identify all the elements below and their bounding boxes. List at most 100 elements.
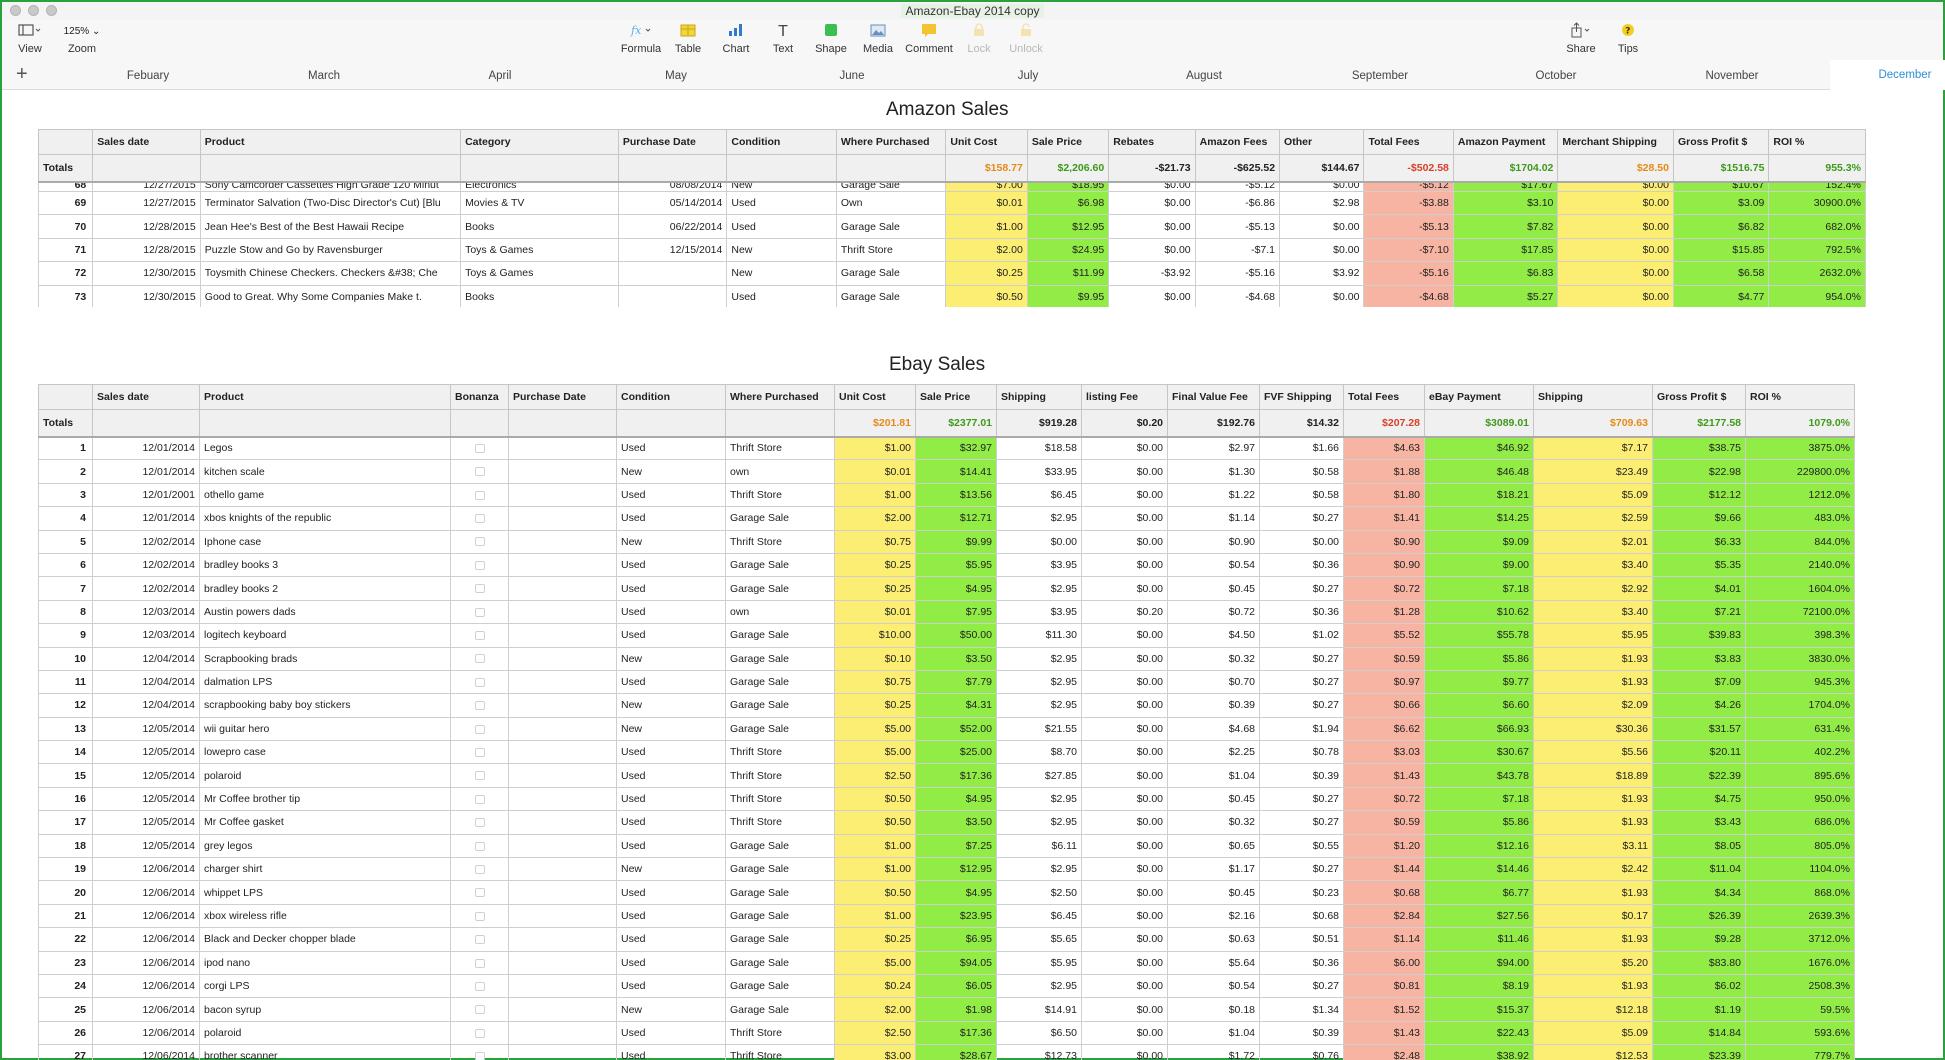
cell-shipping[interactable]: $5.95 <box>996 950 1082 975</box>
table-row[interactable]: 15 12/05/2014 polaroid Used Thrift Store $2.5… <box>38 763 1855 788</box>
cell-gross-profit[interactable]: $3.43 <box>1652 810 1746 835</box>
cell-shipping[interactable]: $5.09 <box>1533 1020 1653 1046</box>
cell-condition[interactable]: Used <box>726 190 837 216</box>
cell-shipping[interactable]: $18.58 <box>996 435 1082 461</box>
cell-purchase-date[interactable]: 05/14/2014 <box>617 190 728 216</box>
cell-ebay-payment[interactable]: $22.43 <box>1424 1020 1534 1046</box>
cell-listing-fee[interactable]: $0.00 <box>1081 880 1168 905</box>
totals-cell[interactable] <box>199 409 451 438</box>
cell-total-fees[interactable]: $5.52 <box>1343 623 1425 648</box>
cell-gross-profit[interactable]: $10.67 <box>1672 181 1770 192</box>
bonanza-checkbox[interactable] <box>474 701 485 711</box>
cell-fvf-shipping[interactable]: $0.51 <box>1259 927 1344 952</box>
cell-merchant-shipping[interactable]: $0.00 <box>1557 181 1674 192</box>
cell-shipping[interactable]: $12.18 <box>1533 997 1653 1022</box>
cell-sales-date[interactable]: 12/27/2015 <box>92 190 201 216</box>
cell-condition[interactable]: Used <box>616 927 726 952</box>
cell-shipping[interactable]: $8.70 <box>996 740 1082 765</box>
cell-shipping[interactable]: $2.42 <box>1533 857 1653 882</box>
column-header-total-fees[interactable]: Total Fees <box>1343 384 1425 410</box>
cell-sale-price[interactable]: $32.97 <box>915 435 997 461</box>
cell-listing-fee[interactable]: $0.00 <box>1081 435 1168 461</box>
cell-purchase-date[interactable] <box>508 833 617 859</box>
table-row[interactable]: 4 12/01/2014 xbos knights of the republic U… <box>38 506 1855 531</box>
table-row[interactable]: 5 12/02/2014 Iphone case New Thrift Store $0.… <box>38 529 1855 554</box>
cell-fvf-shipping[interactable]: $0.76 <box>1259 1044 1344 1060</box>
cell-final-value-fee[interactable]: $0.54 <box>1167 552 1260 578</box>
cell-listing-fee[interactable]: $0.00 <box>1081 529 1168 554</box>
column-header-total-fees[interactable]: Total Fees <box>1363 129 1454 155</box>
cell-roi[interactable]: 2140.0% <box>1745 552 1855 578</box>
cell-ebay-payment[interactable]: $10.62 <box>1424 599 1534 625</box>
cell-sales-date[interactable]: 12/06/2014 <box>92 927 200 952</box>
cell-final-value-fee[interactable]: $0.72 <box>1167 599 1260 625</box>
cell-total-fees[interactable]: $3.03 <box>1343 740 1425 765</box>
cell-sale-price[interactable]: $94.05 <box>915 950 997 975</box>
cell-final-value-fee[interactable]: $1.22 <box>1167 482 1260 508</box>
cell-gross-profit[interactable]: $6.02 <box>1652 973 1746 999</box>
column-header-row-number[interactable] <box>38 129 94 155</box>
cell-row-number[interactable]: 9 <box>38 623 93 648</box>
bonanza-checkbox[interactable] <box>474 1005 485 1015</box>
cell-unit-cost[interactable]: $0.10 <box>834 646 916 671</box>
cell-shipping[interactable]: $2.95 <box>996 857 1082 882</box>
cell-final-value-fee[interactable]: $0.45 <box>1167 880 1260 905</box>
cell-roi[interactable]: 686.0% <box>1745 810 1855 835</box>
tips-button[interactable]: ? Tips <box>1600 22 1656 55</box>
cell-row-number[interactable]: 71 <box>38 237 94 263</box>
cell-condition[interactable]: Used <box>616 552 726 578</box>
cell-shipping[interactable]: $2.95 <box>996 669 1082 695</box>
cell-sale-price[interactable]: $9.95 <box>1026 284 1110 307</box>
cell-row-number[interactable]: 5 <box>38 529 93 554</box>
cell-roi[interactable]: 2508.3% <box>1745 973 1855 999</box>
cell-roi[interactable]: 3875.0% <box>1745 435 1855 461</box>
cell-roi[interactable]: 3830.0% <box>1745 646 1855 671</box>
zoom-window-button[interactable] <box>46 5 57 16</box>
cell-product[interactable]: logitech keyboard <box>199 623 451 648</box>
cell-category[interactable]: Movies & TV <box>460 190 619 216</box>
column-header-where-purchased[interactable]: Where Purchased <box>835 129 947 155</box>
cell-sales-date[interactable]: 12/03/2014 <box>92 623 200 648</box>
cell-purchase-date[interactable] <box>617 261 728 286</box>
table-row[interactable]: 19 12/06/2014 charger shirt New Garage Sale $… <box>38 857 1855 882</box>
cell-shipping[interactable]: $2.95 <box>996 693 1082 718</box>
cell-purchase-date[interactable] <box>508 599 617 625</box>
table-row[interactable]: 25 12/06/2014 bacon syrup New Garage Sale $2.… <box>38 997 1855 1022</box>
column-header-bonanza[interactable]: Bonanza <box>450 384 509 410</box>
bonanza-checkbox[interactable] <box>474 841 485 851</box>
totals-cell[interactable]: $2,206.60 <box>1026 154 1110 183</box>
cell-purchase-date[interactable] <box>508 973 617 999</box>
cell-where-purchased[interactable]: Thrift Store <box>725 740 835 765</box>
cell-shipping[interactable]: $18.89 <box>1533 763 1653 788</box>
cell-sales-date[interactable]: 12/06/2014 <box>92 973 200 999</box>
cell-ebay-payment[interactable]: $27.56 <box>1424 903 1534 929</box>
cell-amazon-fees[interactable]: -$7.1 <box>1194 237 1281 263</box>
cell-sale-price[interactable]: $6.98 <box>1026 190 1110 216</box>
lock-button[interactable]: Lock <box>951 22 1007 55</box>
cell-purchase-date[interactable] <box>508 482 617 508</box>
cell-bonanza[interactable] <box>450 857 509 882</box>
cell-unit-cost[interactable]: $7.00 <box>945 181 1028 192</box>
cell-ebay-payment[interactable]: $6.60 <box>1424 693 1534 718</box>
cell-final-value-fee[interactable]: $2.97 <box>1167 435 1260 461</box>
cell-row-number[interactable]: 20 <box>38 880 93 905</box>
cell-other[interactable]: $0.00 <box>1279 284 1365 307</box>
cell-sale-price[interactable]: $12.95 <box>1026 214 1110 239</box>
cell-where-purchased[interactable]: Garage Sale <box>725 716 835 742</box>
bonanza-checkbox[interactable] <box>474 958 485 968</box>
zoom-button[interactable]: 125% ⌄ Zoom <box>54 22 110 55</box>
cell-shipping[interactable]: $3.40 <box>1533 552 1653 578</box>
totals-cell[interactable] <box>617 154 728 183</box>
cell-condition[interactable]: Used <box>616 669 726 695</box>
unlock-button[interactable]: Unlock <box>998 22 1054 55</box>
cell-fvf-shipping[interactable]: $0.27 <box>1259 669 1344 695</box>
media-button[interactable]: Media <box>850 22 906 55</box>
cell-final-value-fee[interactable]: $2.16 <box>1167 903 1260 929</box>
totals-cell[interactable]: $2177.58 <box>1652 409 1746 438</box>
cell-product[interactable]: xbos knights of the republic <box>199 506 451 531</box>
table-row[interactable]: 6 12/02/2014 bradley books 3 Used Garage Sal… <box>38 552 1855 578</box>
cell-unit-cost[interactable]: $0.25 <box>834 552 916 578</box>
bonanza-checkbox[interactable] <box>474 794 485 804</box>
cell-listing-fee[interactable]: $0.00 <box>1081 927 1168 952</box>
cell-sale-price[interactable]: $4.31 <box>915 693 997 718</box>
